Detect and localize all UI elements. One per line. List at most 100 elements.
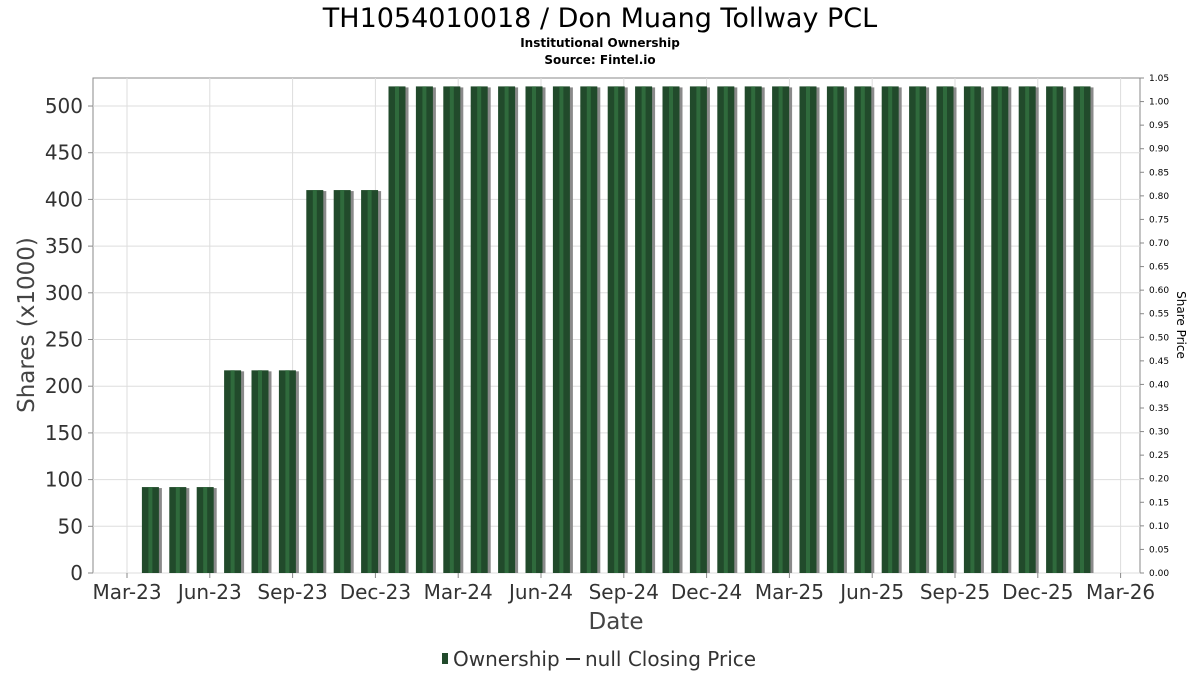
bar-highlight (258, 370, 262, 573)
y2-tick-label: 0.05 (1149, 545, 1169, 555)
bar-highlight (422, 86, 427, 573)
bar-highlight (586, 86, 591, 573)
y2-tick-label: 0.00 (1149, 569, 1169, 579)
y2-tick-label: 0.40 (1149, 380, 1169, 390)
ownership-bar (1073, 86, 1094, 573)
bar-highlight (614, 86, 619, 573)
ownership-bar (772, 86, 793, 573)
ownership-bar (1046, 86, 1067, 573)
ownership-bar (854, 86, 875, 573)
ownership-bar (278, 370, 299, 573)
ownership-bar (251, 370, 272, 573)
bar-highlight (230, 370, 235, 573)
bar-highlight (312, 190, 317, 573)
y2-tick-label: 1.05 (1149, 74, 1169, 84)
ownership-bar (717, 86, 738, 573)
bar-highlight (340, 190, 345, 573)
legend-ownership-label: Ownership (453, 647, 560, 671)
bar-highlight (888, 86, 893, 573)
y2-tick-label: 0.45 (1149, 357, 1169, 367)
y2-tick-label: 1.00 (1149, 98, 1169, 108)
bar-highlight (860, 86, 865, 573)
bar-highlight (833, 86, 838, 573)
y-tick-label: 50 (58, 514, 83, 538)
y-tick-label: 100 (45, 468, 83, 492)
ownership-bar (525, 86, 546, 573)
ownership-bar (689, 86, 710, 573)
chart-subtitle: Institutional Ownership (520, 36, 680, 50)
y2-tick-label: 0.25 (1149, 451, 1169, 461)
y-axis-ticks: 0 50 100 150 200 250 300 350 400 450 500 (45, 94, 93, 585)
bar-highlight (532, 86, 536, 573)
x-axis-label: Date (589, 609, 644, 635)
y-tick-label: 500 (45, 94, 83, 118)
x-tick-label: Mar-26 (1086, 580, 1155, 604)
legend-ownership-swatch (442, 653, 448, 664)
y-tick-label: 400 (45, 187, 83, 211)
x-tick-label: Jun-25 (838, 580, 904, 604)
y-tick-label: 350 (45, 234, 83, 258)
y2-tick-label: 0.20 (1149, 475, 1169, 485)
y2-tick-label: 0.35 (1149, 404, 1169, 414)
ownership-bar (415, 86, 436, 573)
bar-highlight (997, 86, 1002, 573)
y2-axis-label: Share Price (1174, 291, 1188, 359)
ownership-bar (936, 86, 957, 573)
x-tick-label: Jun-24 (507, 580, 573, 604)
x-tick-label: Sep-23 (257, 580, 327, 604)
ownership-bar (361, 190, 382, 573)
ownership-bar (224, 370, 245, 573)
ownership-bar (443, 86, 464, 573)
bar-highlight (148, 487, 153, 573)
ownership-bar (662, 86, 683, 573)
bar-highlight (723, 86, 728, 573)
y2-tick-label: 0.60 (1149, 286, 1169, 296)
bar-highlight (559, 86, 564, 573)
y2-tick-label: 0.90 (1149, 145, 1169, 155)
ownership-bar (552, 86, 573, 573)
y2-tick-label: 0.50 (1149, 333, 1169, 343)
bar-highlight (1080, 86, 1084, 573)
legend-price-label: null Closing Price (585, 647, 756, 671)
y-tick-label: 250 (45, 328, 83, 352)
ownership-bar (388, 86, 409, 573)
ownership-bar (196, 487, 217, 573)
y2-axis-ticks: 0.00 0.05 0.10 0.15 0.20 0.25 0.30 0.35 0.40 0.45… (1140, 74, 1169, 579)
x-tick-label: Mar-25 (755, 580, 824, 604)
bar-highlight (943, 86, 947, 573)
bar-highlight (285, 370, 290, 573)
y2-tick-label: 0.65 (1149, 263, 1169, 273)
ownership-bar (580, 86, 601, 573)
ownership-bar (881, 86, 902, 573)
x-tick-label: Mar-24 (424, 580, 493, 604)
bar-highlight (641, 86, 646, 573)
ownership-bar (991, 86, 1012, 573)
bar-highlight (367, 190, 372, 573)
y2-tick-label: 0.55 (1149, 310, 1169, 320)
x-tick-label: Mar-23 (92, 580, 161, 604)
ownership-bar (635, 86, 656, 573)
ownership-bar (141, 487, 162, 573)
y2-tick-label: 0.30 (1149, 428, 1169, 438)
x-tick-label: Sep-24 (589, 580, 659, 604)
bar-highlight (1025, 86, 1030, 573)
ownership-bar (1018, 86, 1039, 573)
chart-title: TH1054010018 / Don Muang Tollway PCL (322, 3, 877, 34)
ownership-bar (607, 86, 628, 573)
bar-highlight (778, 86, 783, 573)
ownership-bar (744, 86, 765, 573)
bar-highlight (175, 487, 180, 573)
bar-highlight (915, 86, 920, 573)
ownership-bar (470, 86, 491, 573)
x-tick-label: Dec-24 (671, 580, 742, 604)
bar-highlight (395, 86, 399, 573)
ownership-bar (169, 487, 190, 573)
y2-tick-label: 0.85 (1149, 168, 1169, 178)
y-tick-label: 450 (45, 141, 83, 165)
chart-source: Source: Fintel.io (544, 53, 655, 67)
x-tick-label: Jun-23 (176, 580, 242, 604)
ownership-bar (799, 86, 820, 573)
bars (141, 86, 1094, 573)
y-tick-label: 300 (45, 281, 83, 305)
